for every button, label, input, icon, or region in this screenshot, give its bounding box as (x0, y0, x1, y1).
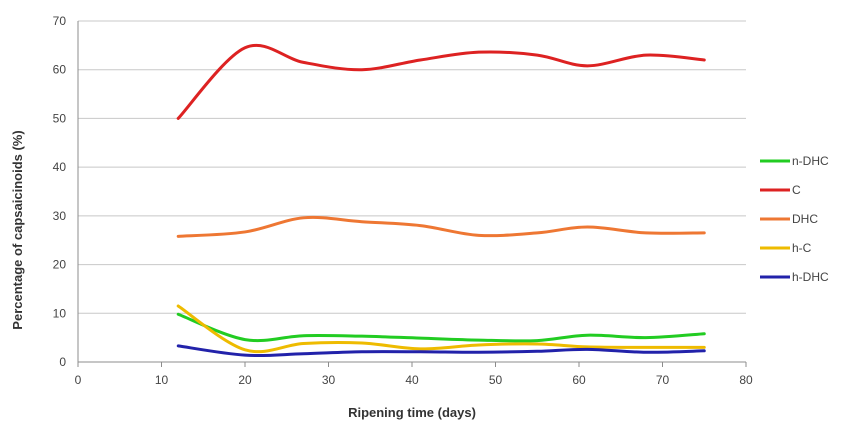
legend-label: h-DHC (792, 270, 829, 284)
y-tick-label: 60 (53, 63, 67, 77)
series-line-n-dhc (176, 312, 706, 343)
x-tick-label: 50 (489, 373, 503, 387)
series-line-h-dhc (176, 344, 706, 358)
x-tick-label: 40 (405, 373, 419, 387)
series-line-dhc (176, 215, 706, 238)
x-tick-label: 30 (322, 373, 336, 387)
y-tick-label: 40 (53, 160, 67, 174)
series-line-h-c (176, 304, 706, 354)
y-tick-label: 30 (53, 209, 67, 223)
grid (78, 20, 746, 363)
axes: 0 10 20 30 40 50 60 70 0 10 20 30 40 50 60 70 80 (53, 14, 753, 387)
x-tick-label: 10 (155, 373, 169, 387)
legend-label: h-C (792, 241, 812, 255)
y-axis-title: Percentage of capsaicinoids (%) (10, 130, 25, 329)
y-tick-label: 20 (53, 258, 67, 272)
legend: n-DHC C DHC h-C h-DHC (760, 154, 829, 284)
x-tick-label: 20 (238, 373, 252, 387)
x-tick-label: 70 (656, 373, 670, 387)
legend-label: C (792, 183, 801, 197)
series-lines (176, 43, 706, 358)
y-tick-label: 10 (53, 306, 67, 320)
x-axis-title: Ripening time (days) (348, 405, 476, 420)
legend-label: DHC (792, 212, 818, 226)
x-tick-label: 0 (75, 373, 82, 387)
x-tick-label: 80 (739, 373, 753, 387)
y-tick-label: 70 (53, 14, 67, 28)
legend-label: n-DHC (792, 154, 829, 168)
x-tick-label: 60 (572, 373, 586, 387)
y-tick-label: 50 (53, 111, 67, 125)
y-tick-label: 0 (59, 355, 66, 369)
series-line-c (176, 43, 706, 120)
